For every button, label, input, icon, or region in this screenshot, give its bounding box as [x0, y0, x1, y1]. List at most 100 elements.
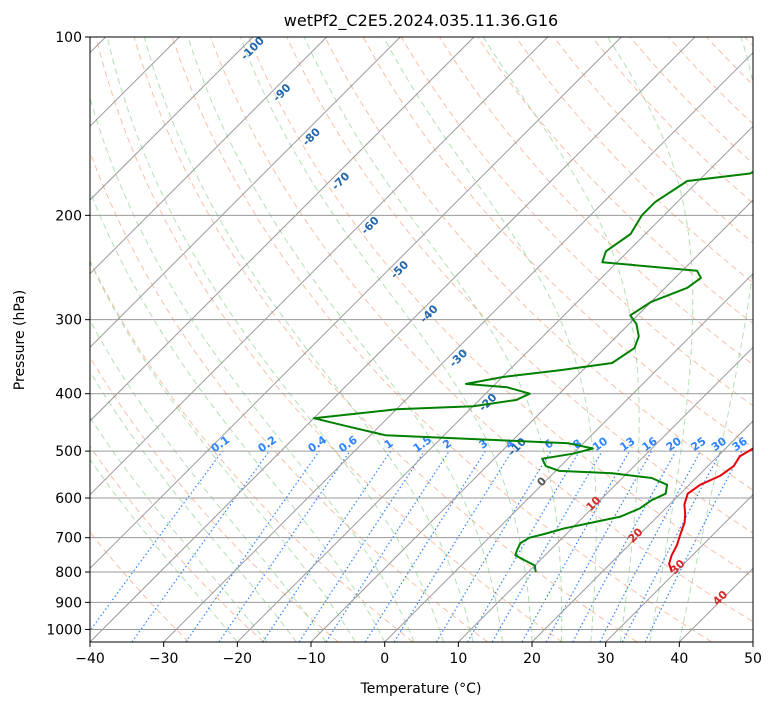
dry-adiabat: [90, 150, 488, 642]
x-axis: −40 −30 −20 −10 0 10 20 30 40 50: [75, 642, 762, 667]
y-axis: 100 200 300 400 500 600 700 800 900 1000: [46, 30, 90, 638]
dry-adiabat: [324, 37, 753, 491]
mixing-ratio-label: 6: [542, 437, 556, 452]
isotherm-label: -60: [359, 214, 382, 237]
dewpoint-profile: [312, 170, 753, 573]
dry-adiabat: [171, 37, 712, 642]
warm-isotherm-label: 10: [584, 494, 604, 514]
x-tick-label: 0: [380, 651, 389, 667]
isotherm-line: [531, 420, 753, 642]
dry-adiabat: [553, 37, 753, 244]
y-tick-label: 1000: [46, 622, 82, 638]
x-tick-label: 40: [670, 651, 688, 667]
moist-adiabat: [90, 260, 356, 642]
chart-title: wetPf2_C2E5.2024.035.11.36.G16: [284, 11, 558, 31]
y-tick-label: 200: [55, 208, 82, 224]
y-axis-label: Pressure (hPa): [12, 290, 28, 390]
dry-adiabat: [668, 37, 753, 125]
moist-adiabat: [90, 319, 327, 642]
x-tick-label: −10: [296, 651, 326, 667]
x-tick-label: −20: [223, 651, 253, 667]
dry-adiabat: [210, 37, 753, 623]
dry-adiabat: [248, 37, 753, 578]
moist-adiabat: [90, 416, 268, 642]
dry-adiabat: [629, 37, 753, 165]
x-tick-label: −30: [149, 651, 179, 667]
y-tick-label: 800: [55, 565, 82, 581]
isotherm-line: [90, 37, 254, 201]
mixing-ratio-line: [599, 450, 702, 642]
x-tick-label: 50: [744, 651, 762, 667]
moist-adiabat: [187, 37, 503, 642]
dry-adiabat: [133, 37, 638, 642]
isotherm-line: [605, 493, 753, 642]
isotherm-line: [457, 346, 753, 642]
x-tick-label: 10: [449, 651, 467, 667]
y-tick-label: 300: [55, 313, 82, 329]
isotherm-line: [90, 37, 401, 349]
dry-adiabat: [591, 37, 753, 204]
dry-adiabat: [90, 531, 190, 642]
x-tick-label: 20: [523, 651, 541, 667]
y-tick-label: 900: [55, 595, 82, 611]
mixing-ratio-line: [298, 450, 425, 642]
mixing-ratio-line: [393, 450, 513, 642]
mixing-ratio-line: [364, 450, 486, 642]
isotherm-label: -90: [270, 81, 293, 104]
warm-isotherm-label: 20: [626, 525, 646, 545]
moist-adiabat: [143, 37, 474, 642]
plot-frame: [89, 36, 754, 643]
background-lines: [90, 37, 753, 642]
dry-adiabat: [706, 37, 753, 86]
isotherm-line: [90, 37, 475, 422]
mixing-ratio-line: [466, 450, 580, 642]
moist-adiabat: [482, 37, 640, 642]
isotherm-label: -70: [329, 169, 352, 192]
mixing-ratio-line: [644, 450, 743, 642]
y-tick-label: 500: [55, 444, 82, 460]
moist-adiabat: [383, 37, 597, 642]
dry-adiabat: [90, 259, 414, 642]
mixing-ratio-label: 0.6: [336, 433, 360, 455]
mixing-ratio-line: [521, 450, 631, 642]
mixing-ratio-line: [572, 450, 677, 642]
mixing-ratio-line: [131, 450, 270, 642]
isotherm-line: [236, 125, 753, 642]
mixing-ratio-line: [185, 450, 320, 642]
mixing-ratio-line: [325, 450, 450, 642]
y-tick-label: 700: [55, 531, 82, 547]
temperature-profile: [668, 447, 753, 573]
isotherm-line: [752, 641, 753, 642]
moist-adiabat: [239, 37, 533, 642]
moist-adiabat: [303, 37, 563, 642]
mixing-ratio-line: [218, 450, 351, 642]
isotherm-line: [90, 37, 328, 275]
dry-adiabat: [400, 37, 753, 407]
x-tick-label: 30: [597, 651, 615, 667]
isotherm-label: -50: [388, 258, 411, 281]
dry-adiabat: [744, 37, 753, 47]
dry-adiabat: [95, 37, 563, 642]
moist-adiabat: [90, 189, 386, 642]
isotherm-label: -100: [238, 34, 267, 63]
moist-adiabat: [90, 370, 297, 642]
isotherm-label: -30: [447, 346, 470, 369]
isotherm-line: [384, 272, 753, 642]
dry-adiabat: [90, 356, 339, 642]
y-tick-label: 400: [55, 387, 82, 403]
mixing-ratio-line: [545, 450, 653, 642]
isotherm-line: [90, 37, 622, 570]
isotherm-line: [678, 567, 753, 642]
moist-adiabat: [607, 37, 694, 642]
isotherm-line: [90, 37, 696, 642]
isotherm-line: [90, 37, 549, 496]
dry-adiabat: [90, 445, 264, 642]
x-tick-label: −40: [75, 651, 105, 667]
y-tick-label: 100: [55, 30, 82, 46]
moist-adiabat: [90, 458, 238, 642]
isotherm-line: [163, 51, 753, 642]
dry-adiabat: [515, 37, 753, 284]
pressure-gridlines: [90, 37, 753, 630]
isotherm-line: [310, 199, 753, 642]
